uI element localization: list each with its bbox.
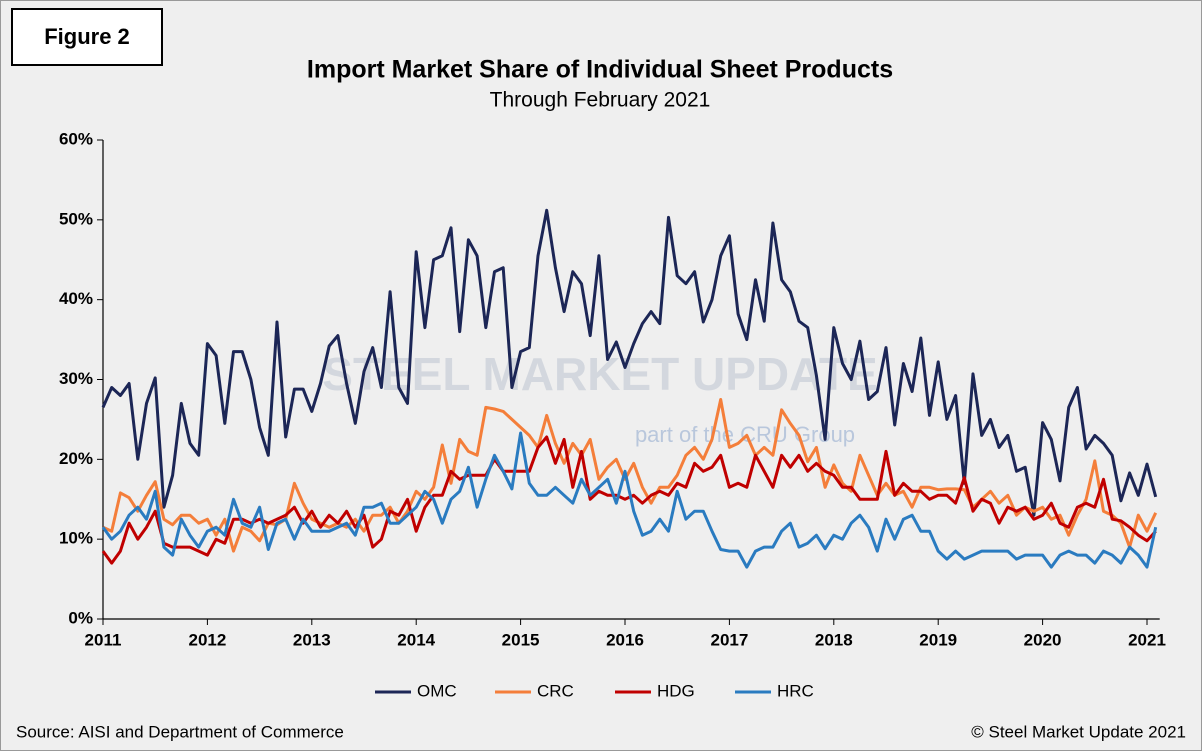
y-tick-label: 50%	[59, 209, 93, 228]
y-tick-label: 10%	[59, 529, 93, 548]
y-tick-label: 0%	[68, 608, 93, 627]
chart-subtitle: Through February 2021	[490, 89, 711, 112]
y-tick-label: 20%	[59, 449, 93, 468]
x-tick-label: 2013	[293, 630, 331, 649]
y-tick-label: 40%	[59, 289, 93, 308]
x-tick-label: 2016	[606, 630, 644, 649]
x-tick-label: 2018	[815, 630, 853, 649]
chart-title: Import Market Share of Individual Sheet …	[307, 56, 893, 84]
x-tick-label: 2015	[502, 630, 540, 649]
figure-box	[11, 8, 163, 66]
series-line	[101, 208, 1158, 517]
legend-label: HRC	[777, 681, 814, 700]
x-tick-label: 2017	[710, 630, 748, 649]
x-tick-label: 2020	[1024, 630, 1062, 649]
x-tick-label: 2014	[397, 630, 435, 649]
x-tick-label: 2019	[919, 630, 957, 649]
figure-label: Figure 2	[44, 24, 130, 49]
legend-label: CRC	[537, 681, 574, 700]
y-tick-label: 30%	[59, 369, 93, 388]
source: Source: AISI and Department of Commerce	[16, 722, 344, 741]
watermark-brand: STEEL MARKET UPDATE	[322, 348, 877, 400]
copyright: © Steel Market Update 2021	[971, 722, 1186, 741]
x-tick-label: 2012	[188, 630, 226, 649]
x-tick-label: 2011	[85, 630, 122, 649]
legend-label: OMC	[417, 681, 457, 700]
y-tick-label: 60%	[59, 129, 93, 148]
x-tick-label: 2021	[1128, 630, 1166, 649]
watermark-tagline: part of the CRU Group	[635, 422, 855, 447]
legend-label: HDG	[657, 681, 695, 700]
series-line	[101, 431, 1158, 569]
